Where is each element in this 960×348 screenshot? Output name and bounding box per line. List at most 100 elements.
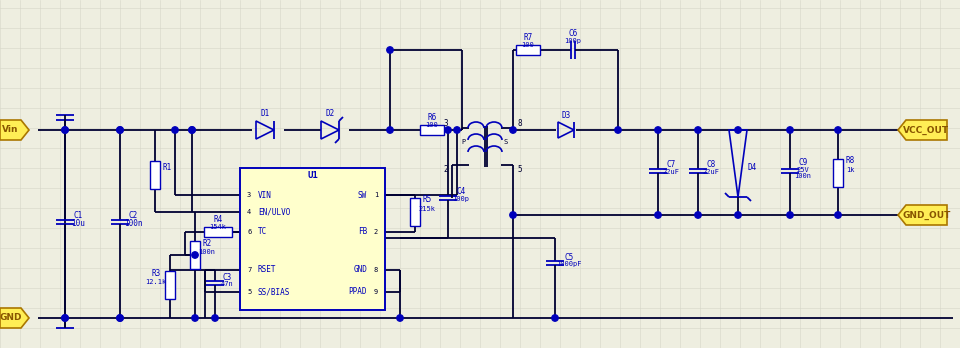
Text: D4: D4	[748, 163, 756, 172]
Text: S: S	[504, 140, 508, 145]
Text: 4: 4	[247, 209, 252, 215]
Circle shape	[61, 315, 68, 321]
Text: D1: D1	[260, 110, 270, 119]
Circle shape	[614, 127, 621, 133]
Text: 3: 3	[444, 119, 448, 128]
Text: C3: C3	[223, 272, 231, 282]
Circle shape	[387, 47, 394, 53]
FancyBboxPatch shape	[240, 168, 385, 310]
Circle shape	[192, 252, 198, 258]
Circle shape	[444, 127, 451, 133]
Text: 2: 2	[444, 165, 448, 174]
Bar	[516, 45, 540, 55]
Circle shape	[695, 127, 701, 133]
Circle shape	[734, 127, 741, 133]
Text: 1k: 1k	[846, 166, 854, 173]
Bar	[410, 198, 420, 226]
Text: Vin: Vin	[2, 126, 19, 134]
Text: PPAD: PPAD	[348, 287, 367, 296]
Text: 5: 5	[247, 289, 252, 295]
Text: 3: 3	[247, 192, 252, 198]
Circle shape	[117, 127, 123, 133]
Text: R1: R1	[162, 163, 172, 172]
Text: 10u: 10u	[71, 219, 84, 228]
Text: C9: C9	[799, 158, 807, 167]
Circle shape	[192, 315, 198, 321]
Text: 100: 100	[521, 42, 535, 48]
Circle shape	[835, 212, 841, 218]
Polygon shape	[898, 120, 947, 140]
Text: GND: GND	[353, 266, 367, 275]
Text: GND_OUT: GND_OUT	[902, 211, 950, 220]
Text: C2: C2	[129, 212, 137, 221]
Text: R3: R3	[152, 269, 160, 277]
Text: D2: D2	[325, 110, 335, 119]
Circle shape	[510, 127, 516, 133]
Text: 25V: 25V	[797, 166, 809, 173]
Circle shape	[61, 127, 68, 133]
Text: 1000pF: 1000pF	[556, 261, 582, 267]
Text: D3: D3	[562, 111, 570, 119]
Text: SS/BIAS: SS/BIAS	[258, 287, 290, 296]
Circle shape	[787, 127, 793, 133]
Text: 100: 100	[425, 122, 439, 128]
Text: 215k: 215k	[419, 206, 436, 212]
Polygon shape	[0, 308, 29, 328]
Circle shape	[212, 315, 218, 321]
Text: C6: C6	[568, 30, 578, 39]
Text: U1: U1	[307, 172, 318, 181]
Text: C5: C5	[564, 253, 574, 261]
Circle shape	[835, 127, 841, 133]
Circle shape	[552, 315, 558, 321]
Bar	[833, 158, 843, 187]
Text: 100n: 100n	[199, 249, 215, 255]
Text: 100n: 100n	[124, 219, 142, 228]
Text: 154k: 154k	[209, 224, 227, 230]
Text: 5: 5	[517, 165, 522, 174]
Bar	[420, 125, 444, 135]
Text: VCC_OUT: VCC_OUT	[903, 125, 949, 135]
Text: SW: SW	[358, 190, 367, 199]
Text: R7: R7	[523, 33, 533, 42]
Text: C1: C1	[73, 212, 83, 221]
Circle shape	[396, 315, 403, 321]
Text: 22uF: 22uF	[703, 168, 719, 174]
Circle shape	[655, 127, 661, 133]
Text: C8: C8	[707, 160, 715, 169]
Text: C7: C7	[666, 160, 676, 169]
Text: FB: FB	[358, 228, 367, 237]
Text: 12.1k: 12.1k	[145, 279, 167, 285]
Circle shape	[787, 212, 793, 218]
Text: R2: R2	[203, 238, 211, 247]
Text: RSET: RSET	[258, 266, 276, 275]
Text: R6: R6	[427, 113, 437, 122]
Circle shape	[454, 127, 460, 133]
Text: 9: 9	[373, 289, 378, 295]
Circle shape	[695, 212, 701, 218]
Circle shape	[61, 315, 68, 321]
Text: 8: 8	[517, 119, 522, 128]
Text: GND: GND	[0, 314, 22, 323]
Bar	[165, 271, 175, 299]
Text: VIN: VIN	[258, 190, 272, 199]
Circle shape	[655, 212, 661, 218]
Text: 8: 8	[373, 267, 378, 273]
Circle shape	[172, 127, 179, 133]
Bar	[190, 241, 200, 269]
Text: 1: 1	[373, 192, 378, 198]
Polygon shape	[898, 205, 947, 225]
Bar	[204, 227, 232, 237]
Text: 100p: 100p	[564, 38, 582, 44]
Text: 22uF: 22uF	[662, 168, 680, 174]
Circle shape	[510, 212, 516, 218]
Text: 47n: 47n	[221, 281, 233, 287]
Circle shape	[189, 127, 195, 133]
Circle shape	[117, 315, 123, 321]
Text: R4: R4	[213, 215, 223, 224]
Text: C4: C4	[456, 188, 466, 197]
Bar	[150, 161, 160, 189]
Text: 7: 7	[247, 267, 252, 273]
Text: 2: 2	[373, 229, 378, 235]
Text: 6: 6	[247, 229, 252, 235]
Circle shape	[117, 127, 123, 133]
